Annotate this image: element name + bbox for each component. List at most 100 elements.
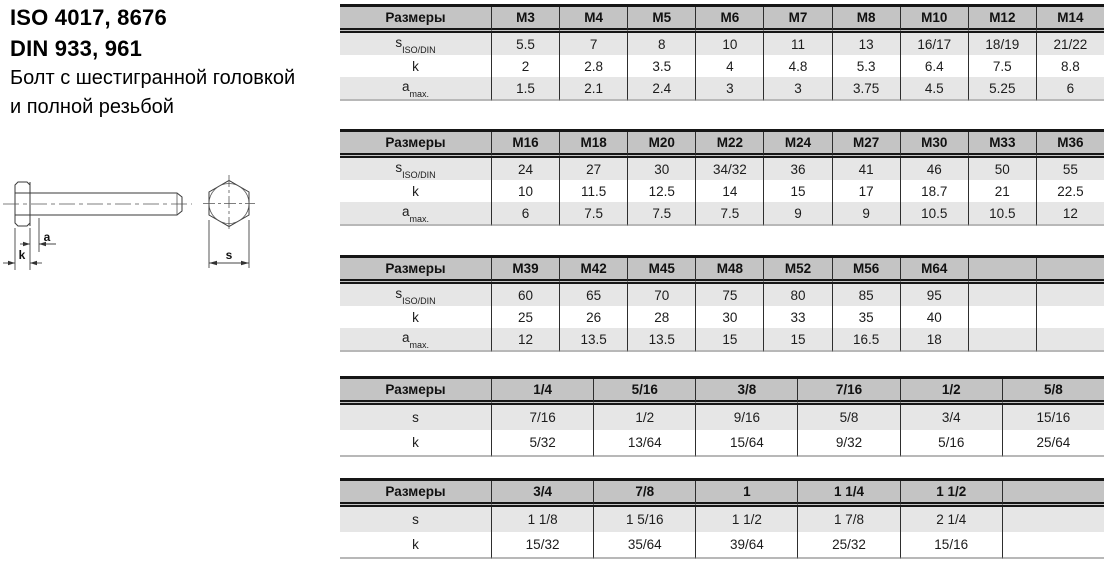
table-corner-label: Размеры	[340, 7, 491, 33]
size-cell: 8	[627, 33, 696, 55]
size-cell: 25/64	[1001, 430, 1104, 457]
table-row: sISO/DIN 5.5 7 8 10 11 13 16/17 18/19 21/22	[340, 33, 1104, 55]
size-cell: 5/8	[797, 405, 900, 430]
size-cell: 2 1/4	[899, 507, 1002, 532]
row-label-s: sISO/DIN	[340, 158, 491, 180]
size-cell: 2.8	[559, 55, 628, 77]
table-corner-label: Размеры	[340, 258, 491, 284]
size-cell: 11.5	[559, 180, 628, 202]
size-cell: 9	[763, 202, 832, 226]
size-cell: 15	[763, 180, 832, 202]
table-row: k 25 26 28 30 33 35 40	[340, 306, 1104, 328]
table-row: k 2 2.8 3.5 4 4.8 5.3 6.4 7.5 8.8	[340, 55, 1104, 77]
size-cell: 16.5	[831, 328, 900, 352]
size-cell: 14	[695, 180, 764, 202]
size-cell: 70	[627, 284, 696, 306]
size-cell: 16/17	[899, 33, 968, 55]
size-cell: 2	[491, 55, 560, 77]
table-corner-label: Размеры	[340, 481, 491, 507]
row-label-k: k	[340, 180, 491, 202]
size-cell: 36	[763, 158, 832, 180]
size-cell: 27	[559, 158, 628, 180]
column-header: 1/4	[491, 379, 594, 405]
size-cell: 13/64	[593, 430, 696, 457]
table-row: sISO/DIN 24 27 30 34/32 36 41 46 50 55	[340, 158, 1104, 180]
size-cell: 15	[763, 328, 832, 352]
column-header: M6	[695, 7, 764, 33]
size-cell: 21/22	[1035, 33, 1104, 55]
size-cell: 22.5	[1035, 180, 1104, 202]
column-header: M42	[559, 258, 628, 284]
column-header: M27	[831, 132, 900, 158]
column-header: M56	[831, 258, 900, 284]
size-cell: 3.5	[627, 55, 696, 77]
column-header: 3/4	[491, 481, 594, 507]
table-row: amax. 6 7.5 7.5 7.5 9 9 10.5 10.5 12	[340, 202, 1104, 226]
size-cell: 2.4	[627, 77, 696, 101]
size-cell: 9	[831, 202, 900, 226]
size-cell: 10.5	[967, 202, 1036, 226]
column-header: 1 1/4	[797, 481, 900, 507]
size-cell: 80	[763, 284, 832, 306]
size-cell: 13	[831, 33, 900, 55]
size-table-3: Размеры M39 M42 M45 M48 M52 M56 M64 sISO/DIN 60 65…	[340, 255, 1104, 352]
table-corner-label: Размеры	[340, 379, 491, 405]
table-row: k 10 11.5 12.5 14 15 17 18.7 21 22.5	[340, 180, 1104, 202]
size-cell	[1035, 284, 1104, 306]
size-cell: 6.4	[899, 55, 968, 77]
size-cell: 1 1/2	[695, 507, 798, 532]
column-header	[1001, 481, 1104, 507]
column-header: M4	[559, 7, 628, 33]
size-cell: 12	[491, 328, 560, 352]
table-row: sISO/DIN 60 65 70 75 80 85 95	[340, 284, 1104, 306]
size-cell: 50	[967, 158, 1036, 180]
table-row: k 5/32 13/64 15/64 9/32 5/16 25/64	[340, 430, 1104, 457]
size-cell: 6	[491, 202, 560, 226]
size-cell: 13.5	[559, 328, 628, 352]
size-table-4: Размеры 1/4 5/16 3/8 7/16 1/2 5/8 s 7/16 1/2 9/16 5…	[340, 376, 1104, 457]
size-cell: 7.5	[627, 202, 696, 226]
size-cell: 26	[559, 306, 628, 328]
size-cell: 8.8	[1035, 55, 1104, 77]
size-cell: 55	[1035, 158, 1104, 180]
size-cell: 15/64	[695, 430, 798, 457]
size-cell: 41	[831, 158, 900, 180]
column-header: M12	[967, 7, 1036, 33]
size-cell: 3/4	[899, 405, 1002, 430]
size-cell: 17	[831, 180, 900, 202]
size-cell: 75	[695, 284, 764, 306]
size-cell: 10	[491, 180, 560, 202]
size-cell: 15/16	[1001, 405, 1104, 430]
size-cell: 6	[1035, 77, 1104, 101]
size-cell: 33	[763, 306, 832, 328]
size-cell: 95	[899, 284, 968, 306]
dim-label-a: a	[44, 230, 51, 244]
row-label-s: sISO/DIN	[340, 33, 491, 55]
standard-din: DIN 933, 961	[10, 36, 143, 61]
column-header: M3	[491, 7, 560, 33]
size-cell: 35/64	[593, 532, 696, 559]
size-cell: 5/32	[491, 430, 594, 457]
size-cell: 40	[899, 306, 968, 328]
column-header: M45	[627, 258, 696, 284]
size-cell: 25	[491, 306, 560, 328]
column-header	[1035, 258, 1104, 284]
row-label-s: s	[340, 405, 491, 430]
size-cell: 28	[627, 306, 696, 328]
column-header: 1/2	[899, 379, 1002, 405]
size-cell: 85	[831, 284, 900, 306]
size-cell: 1/2	[593, 405, 696, 430]
column-header: M52	[763, 258, 832, 284]
size-cell: 65	[559, 284, 628, 306]
size-cell: 9/16	[695, 405, 798, 430]
column-header: 3/8	[695, 379, 798, 405]
size-cell: 5.25	[967, 77, 1036, 101]
size-cell: 60	[491, 284, 560, 306]
column-header: 5/16	[593, 379, 696, 405]
row-label-a: amax.	[340, 328, 491, 352]
description-line1: Болт с шестигранной головкой	[10, 67, 296, 89]
size-cell	[967, 284, 1036, 306]
size-cell: 7.5	[967, 55, 1036, 77]
